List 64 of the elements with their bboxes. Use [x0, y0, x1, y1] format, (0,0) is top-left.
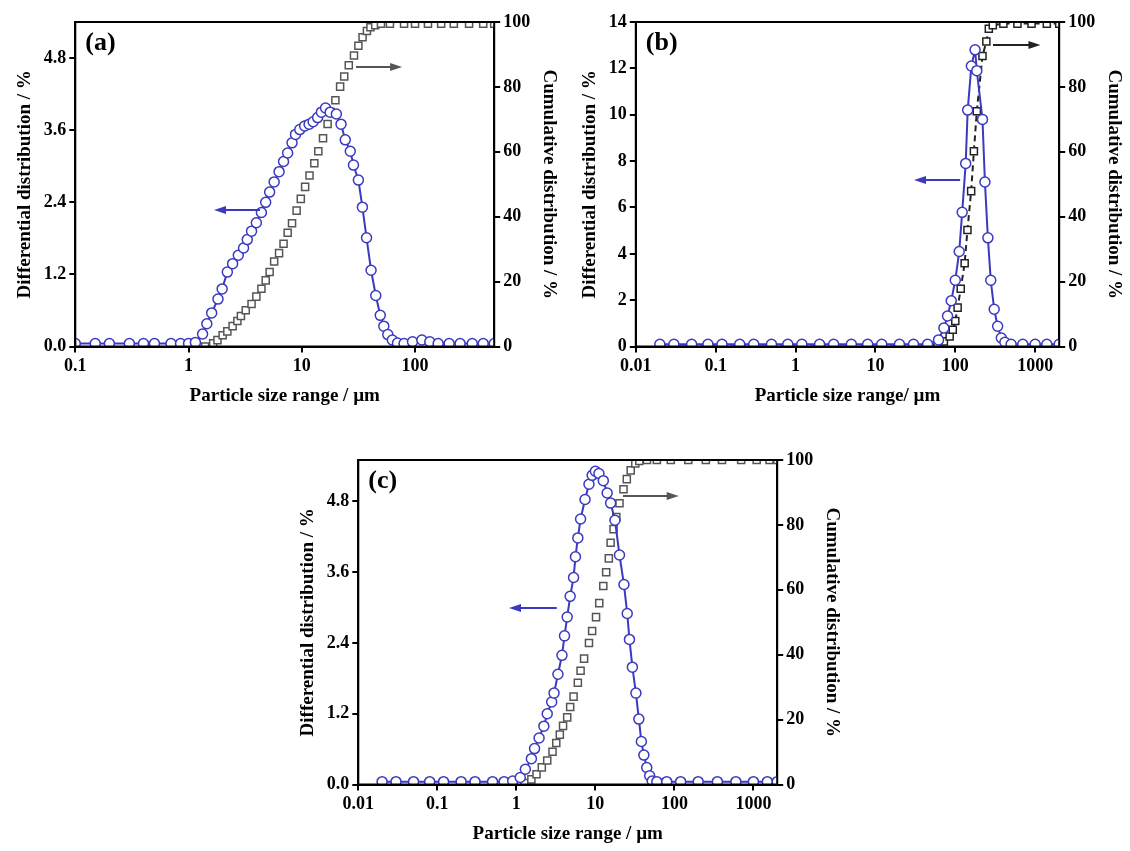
- y2-tick-label: 60: [1068, 140, 1087, 161]
- x-axis-title: Particle size range/ µm: [754, 383, 941, 405]
- y2-tick-label: 0: [503, 335, 513, 356]
- y-tick-label: 12: [608, 57, 627, 78]
- y-tick-label: 4.8: [326, 489, 350, 510]
- x-tick-label: 10: [866, 355, 885, 376]
- y2-tick-label: 100: [503, 10, 531, 31]
- y-tick-label: 0.0: [326, 773, 350, 794]
- y-tick-label: 0.0: [43, 335, 67, 356]
- y-tick-label: 1.2: [43, 263, 67, 284]
- y2-axis-title: Cumulative distribution / %: [539, 69, 561, 300]
- x-tick-label: 0.01: [620, 355, 652, 376]
- y-tick-label: 8: [617, 149, 627, 170]
- x-tick-label: 1000: [735, 793, 772, 814]
- y2-tick-label: 20: [503, 270, 522, 291]
- y-tick-label: 14: [608, 10, 627, 31]
- y2-axis-title: Cumulative distribution / %: [1104, 69, 1126, 300]
- x-tick-label: 0.01: [342, 793, 375, 814]
- y2-tick-label: 40: [786, 643, 805, 664]
- x-tick-label: 100: [660, 793, 688, 814]
- x-tick-label: 1: [511, 793, 521, 814]
- x-tick-label: 1: [791, 355, 801, 376]
- y2-tick-label: 100: [786, 448, 814, 469]
- y-tick-label: 2: [617, 288, 627, 309]
- x-tick-label: 10: [292, 355, 311, 376]
- y2-tick-label: 40: [1068, 205, 1087, 226]
- annotation: (c): [368, 464, 398, 494]
- y2-tick-label: 20: [1068, 270, 1087, 291]
- y-tick-label: 3.6: [326, 560, 350, 581]
- y-tick-label: 6: [617, 196, 627, 217]
- x-axis-title: Particle size range / µm: [189, 383, 381, 405]
- y-tick-label: 1.2: [326, 702, 350, 723]
- x-axis-title: Particle size range / µm: [472, 821, 664, 843]
- y-tick-label: 2.4: [43, 190, 67, 211]
- y2-axis-title: Cumulative distribution / %: [822, 507, 844, 738]
- y2-tick-label: 0: [786, 773, 796, 794]
- x-tick-label: 1: [184, 355, 194, 376]
- annotation: (b): [645, 26, 678, 56]
- annotation: (a): [85, 26, 116, 56]
- y-axis-title: Differential distribution / %: [13, 70, 35, 299]
- y-axis-title: Differential distribution / %: [296, 508, 318, 737]
- x-tick-label: 1000: [1017, 355, 1054, 376]
- y2-tick-label: 40: [503, 205, 522, 226]
- y-axis-title: Differential distribution / %: [578, 70, 600, 299]
- x-tick-label: 100: [401, 355, 429, 376]
- y2-tick-label: 80: [503, 75, 522, 96]
- y2-tick-label: 80: [786, 513, 805, 534]
- y-tick-label: 4.8: [43, 46, 67, 67]
- y-tick-label: 10: [608, 103, 627, 124]
- y-tick-label: 4: [617, 242, 627, 263]
- y2-tick-label: 0: [1068, 335, 1078, 356]
- y-tick-label: 2.4: [326, 631, 350, 652]
- y2-tick-label: 100: [1068, 10, 1096, 31]
- y2-tick-label: 60: [503, 140, 522, 161]
- x-tick-label: 0.1: [704, 355, 727, 376]
- x-tick-label: 100: [941, 355, 969, 376]
- y2-tick-label: 60: [786, 578, 805, 599]
- x-tick-label: 0.1: [426, 793, 449, 814]
- x-tick-label: 10: [586, 793, 605, 814]
- y2-tick-label: 20: [786, 708, 805, 729]
- y2-tick-label: 80: [1068, 75, 1087, 96]
- y-tick-label: 3.6: [43, 118, 67, 139]
- x-tick-label: 0.1: [64, 355, 87, 376]
- y-tick-label: 0: [617, 335, 627, 356]
